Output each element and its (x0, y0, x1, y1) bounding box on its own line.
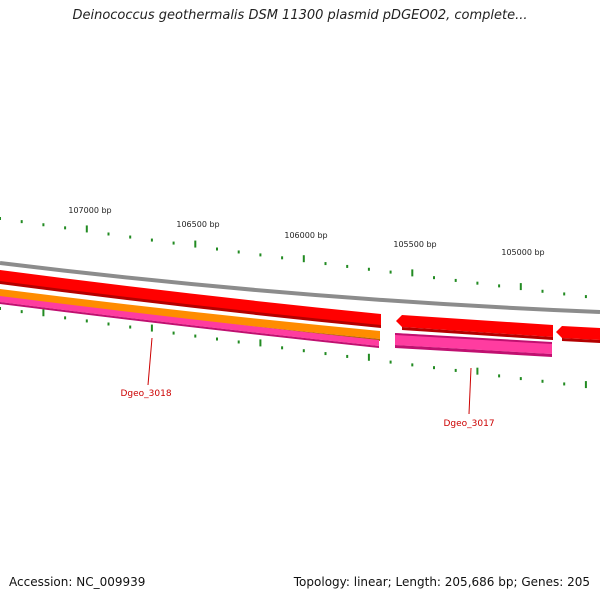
upper-minor-tick (172, 241, 175, 245)
upper-minor-tick (42, 223, 45, 227)
upper-minor-tick (367, 267, 370, 271)
gene-pink-right[interactable] (395, 333, 552, 354)
lower-major-tick (150, 324, 153, 332)
upper-minor-tick (150, 238, 153, 242)
lower-minor-tick (346, 354, 349, 358)
gene-label-dgeo-3017[interactable]: Dgeo_3017 (443, 419, 494, 429)
gene-magenta-right-bottom (395, 345, 552, 357)
upper-minor-tick (107, 232, 110, 236)
upper-minor-tick (563, 292, 566, 296)
upper-minor-tick (433, 276, 435, 280)
lower-minor-tick (216, 337, 218, 341)
lower-minor-tick (107, 322, 110, 326)
lower-minor-tick (411, 363, 414, 367)
accession-text: Accession: NC_009939 (9, 575, 146, 589)
cds-red-right-arrow[interactable] (556, 326, 600, 340)
cds-red-right-shadow (562, 338, 600, 343)
upper-minor-tick (0, 217, 1, 220)
lower-minor-tick (433, 366, 435, 370)
lower-minor-tick (85, 319, 88, 323)
lower-major-tick (259, 339, 262, 347)
upper-minor-tick (346, 264, 349, 268)
tick-label-107000: 107000 bp (68, 206, 111, 215)
gene-magenta-right-top (395, 333, 552, 344)
lower-major-tick (42, 309, 45, 317)
gene-pink-left[interactable] (0, 296, 379, 346)
upper-minor-tick (237, 250, 240, 254)
lower-minor-tick (194, 334, 197, 338)
upper-major-tick (519, 283, 522, 291)
lower-major-tick (584, 381, 587, 389)
lower-tick-row (0, 307, 587, 389)
summary-text: Topology: linear; Length: 205,686 bp; Ge… (293, 575, 590, 589)
upper-minor-tick (476, 281, 479, 285)
lower-minor-tick (237, 340, 240, 344)
upper-major-tick (194, 240, 197, 248)
tick-label-106000: 106000 bp (284, 231, 327, 240)
tick-label-105000: 105000 bp (501, 248, 544, 257)
lower-minor-tick (563, 382, 566, 386)
upper-minor-tick (454, 278, 457, 282)
upper-minor-tick (64, 226, 67, 230)
gene-magenta-left-shadow (0, 302, 379, 348)
upper-minor-tick (216, 247, 218, 251)
labeled-ticks: 107000 bp 106500 bp 106000 bp 105500 bp … (68, 206, 544, 257)
cds-red-middle-arrow[interactable] (396, 315, 553, 337)
lower-minor-tick (0, 307, 1, 310)
lower-minor-tick (302, 349, 305, 353)
lower-minor-tick (129, 325, 132, 329)
cds-red-left-shadow (0, 281, 381, 328)
upper-minor-tick (324, 262, 327, 266)
upper-minor-tick (20, 220, 23, 224)
upper-major-tick (85, 225, 88, 233)
lower-minor-tick (454, 368, 457, 372)
lower-minor-tick (172, 331, 175, 335)
upper-major-tick (411, 269, 414, 277)
leader-line-dgeo-3018 (147, 337, 153, 386)
gene-orange-track[interactable] (0, 289, 380, 339)
cds-red-left[interactable] (0, 270, 381, 326)
tick-label-106500: 106500 bp (176, 220, 219, 229)
lower-minor-tick (64, 316, 67, 320)
lower-minor-tick (389, 360, 392, 364)
lower-minor-tick (20, 310, 23, 314)
tick-label-105500: 105500 bp (393, 240, 436, 249)
upper-minor-tick (129, 235, 132, 239)
upper-minor-tick (541, 289, 544, 293)
lower-minor-tick (498, 374, 501, 378)
leader-line-dgeo-3017 (468, 367, 472, 415)
upper-minor-tick (281, 256, 284, 260)
upper-minor-tick (389, 270, 392, 274)
upper-minor-tick (498, 284, 501, 288)
lower-minor-tick (281, 346, 284, 350)
cds-red-middle-shadow (402, 327, 553, 340)
upper-major-tick (302, 255, 305, 263)
lower-minor-tick (519, 377, 522, 381)
lower-major-tick (367, 353, 370, 361)
lower-major-tick (476, 367, 479, 375)
gene-label-dgeo-3018[interactable]: Dgeo_3018 (120, 389, 171, 399)
backbone-line (0, 261, 600, 314)
lower-minor-tick (324, 352, 327, 356)
upper-minor-tick (259, 253, 262, 257)
map-title: Deinococcus geothermalis DSM 11300 plasm… (72, 8, 528, 23)
lower-minor-tick (541, 379, 544, 383)
upper-tick-row (0, 217, 587, 299)
upper-minor-tick (584, 295, 587, 299)
